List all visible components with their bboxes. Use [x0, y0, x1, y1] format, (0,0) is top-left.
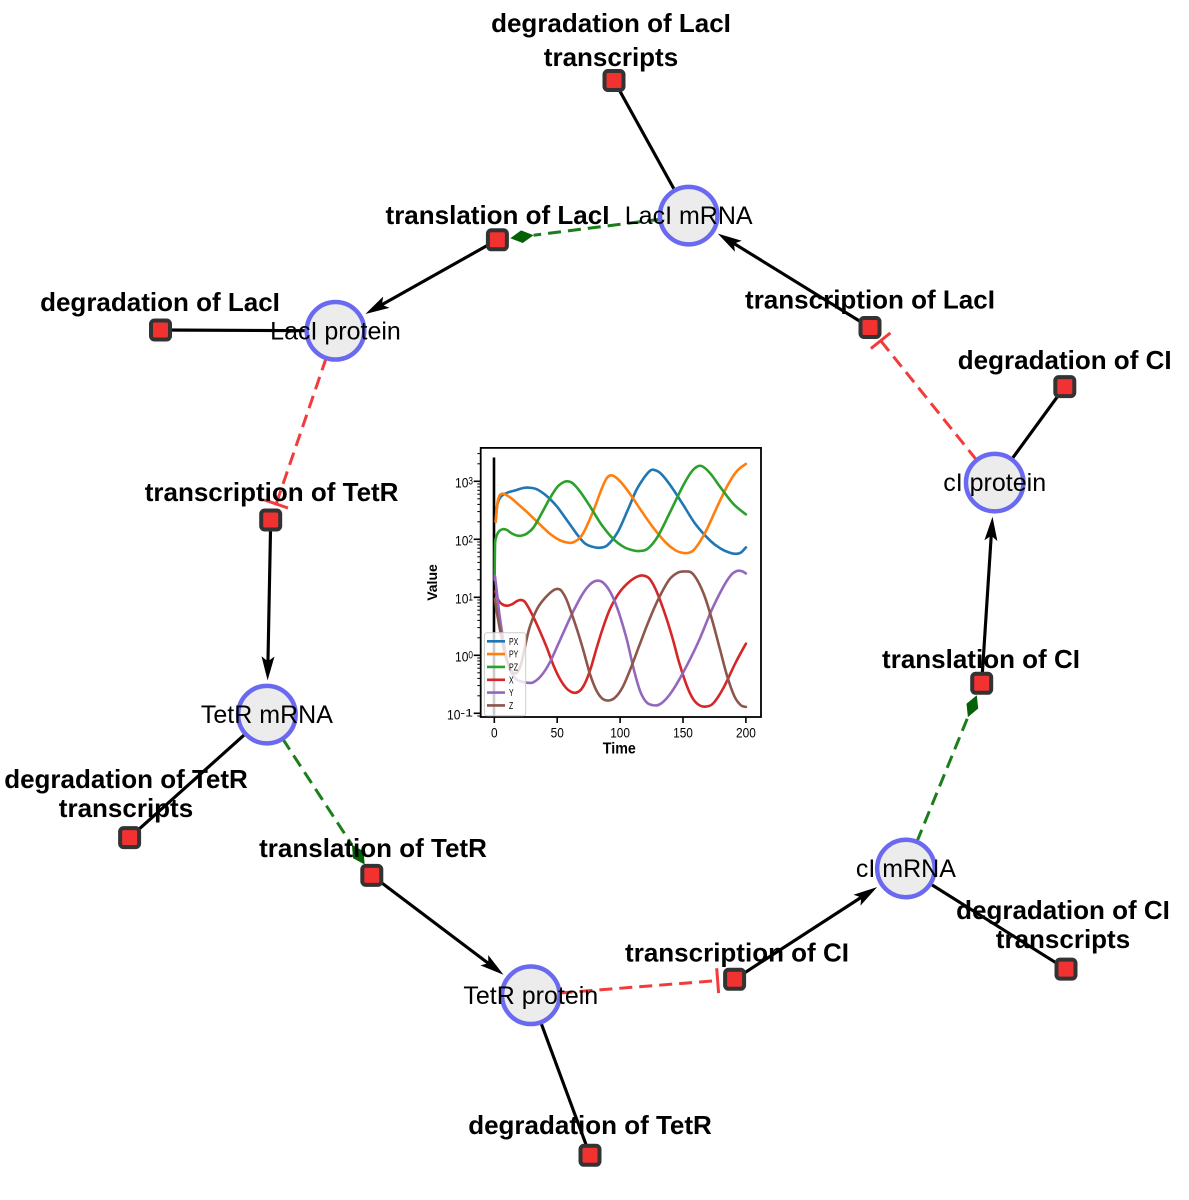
svg-text:transcription of CI: transcription of CI: [625, 938, 849, 968]
svg-text:degradation of TetR: degradation of TetR: [468, 1110, 712, 1140]
svg-text:translation of LacI: translation of LacI: [386, 200, 610, 230]
svg-text:transcripts: transcripts: [59, 793, 193, 823]
svg-text:10: 10: [455, 590, 469, 606]
svg-text:degradation of TetR: degradation of TetR: [4, 764, 248, 794]
svg-text:Y: Y: [509, 688, 514, 699]
svg-text:degradation of LacI: degradation of LacI: [40, 287, 280, 317]
svg-text:200: 200: [736, 725, 756, 741]
svg-text:10: 10: [455, 532, 469, 548]
svg-text:Value: Value: [424, 564, 440, 601]
svg-text:transcripts: transcripts: [544, 42, 678, 72]
svg-text:transcription of LacI: transcription of LacI: [745, 285, 995, 315]
svg-text:degradation of CI: degradation of CI: [958, 345, 1172, 375]
svg-text:translation of TetR: translation of TetR: [259, 833, 487, 863]
svg-text:0: 0: [468, 649, 473, 661]
svg-text:10: 10: [447, 706, 461, 722]
svg-text:translation of CI: translation of CI: [882, 644, 1080, 674]
svg-text:Time: Time: [603, 740, 636, 757]
svg-text:PY: PY: [509, 650, 519, 661]
svg-text:cI mRNA: cI mRNA: [856, 855, 956, 883]
svg-text:10: 10: [455, 474, 469, 490]
svg-text:Z: Z: [509, 701, 513, 712]
svg-text:150: 150: [673, 725, 693, 741]
svg-text:-1: -1: [460, 707, 473, 719]
svg-text:transcription of TetR: transcription of TetR: [145, 477, 399, 507]
svg-text:1: 1: [468, 591, 473, 603]
svg-text:transcripts: transcripts: [996, 924, 1130, 954]
svg-text:2: 2: [468, 533, 473, 545]
svg-text:PZ: PZ: [509, 662, 518, 673]
svg-text:TetR protein: TetR protein: [463, 982, 598, 1010]
svg-text:PX: PX: [509, 637, 519, 648]
svg-text:LacI mRNA: LacI mRNA: [625, 202, 753, 230]
svg-text:degradation of LacI: degradation of LacI: [491, 8, 731, 38]
svg-text:10: 10: [455, 648, 469, 664]
svg-text:100: 100: [610, 725, 630, 741]
svg-text:50: 50: [551, 725, 564, 741]
svg-text:cI protein: cI protein: [943, 469, 1046, 497]
svg-text:X: X: [509, 675, 514, 686]
svg-text:LacI protein: LacI protein: [270, 317, 401, 345]
svg-text:degradation of CI: degradation of CI: [956, 895, 1170, 925]
svg-text:0: 0: [491, 725, 498, 741]
svg-text:TetR mRNA: TetR mRNA: [201, 701, 333, 729]
svg-text:3: 3: [468, 475, 473, 487]
